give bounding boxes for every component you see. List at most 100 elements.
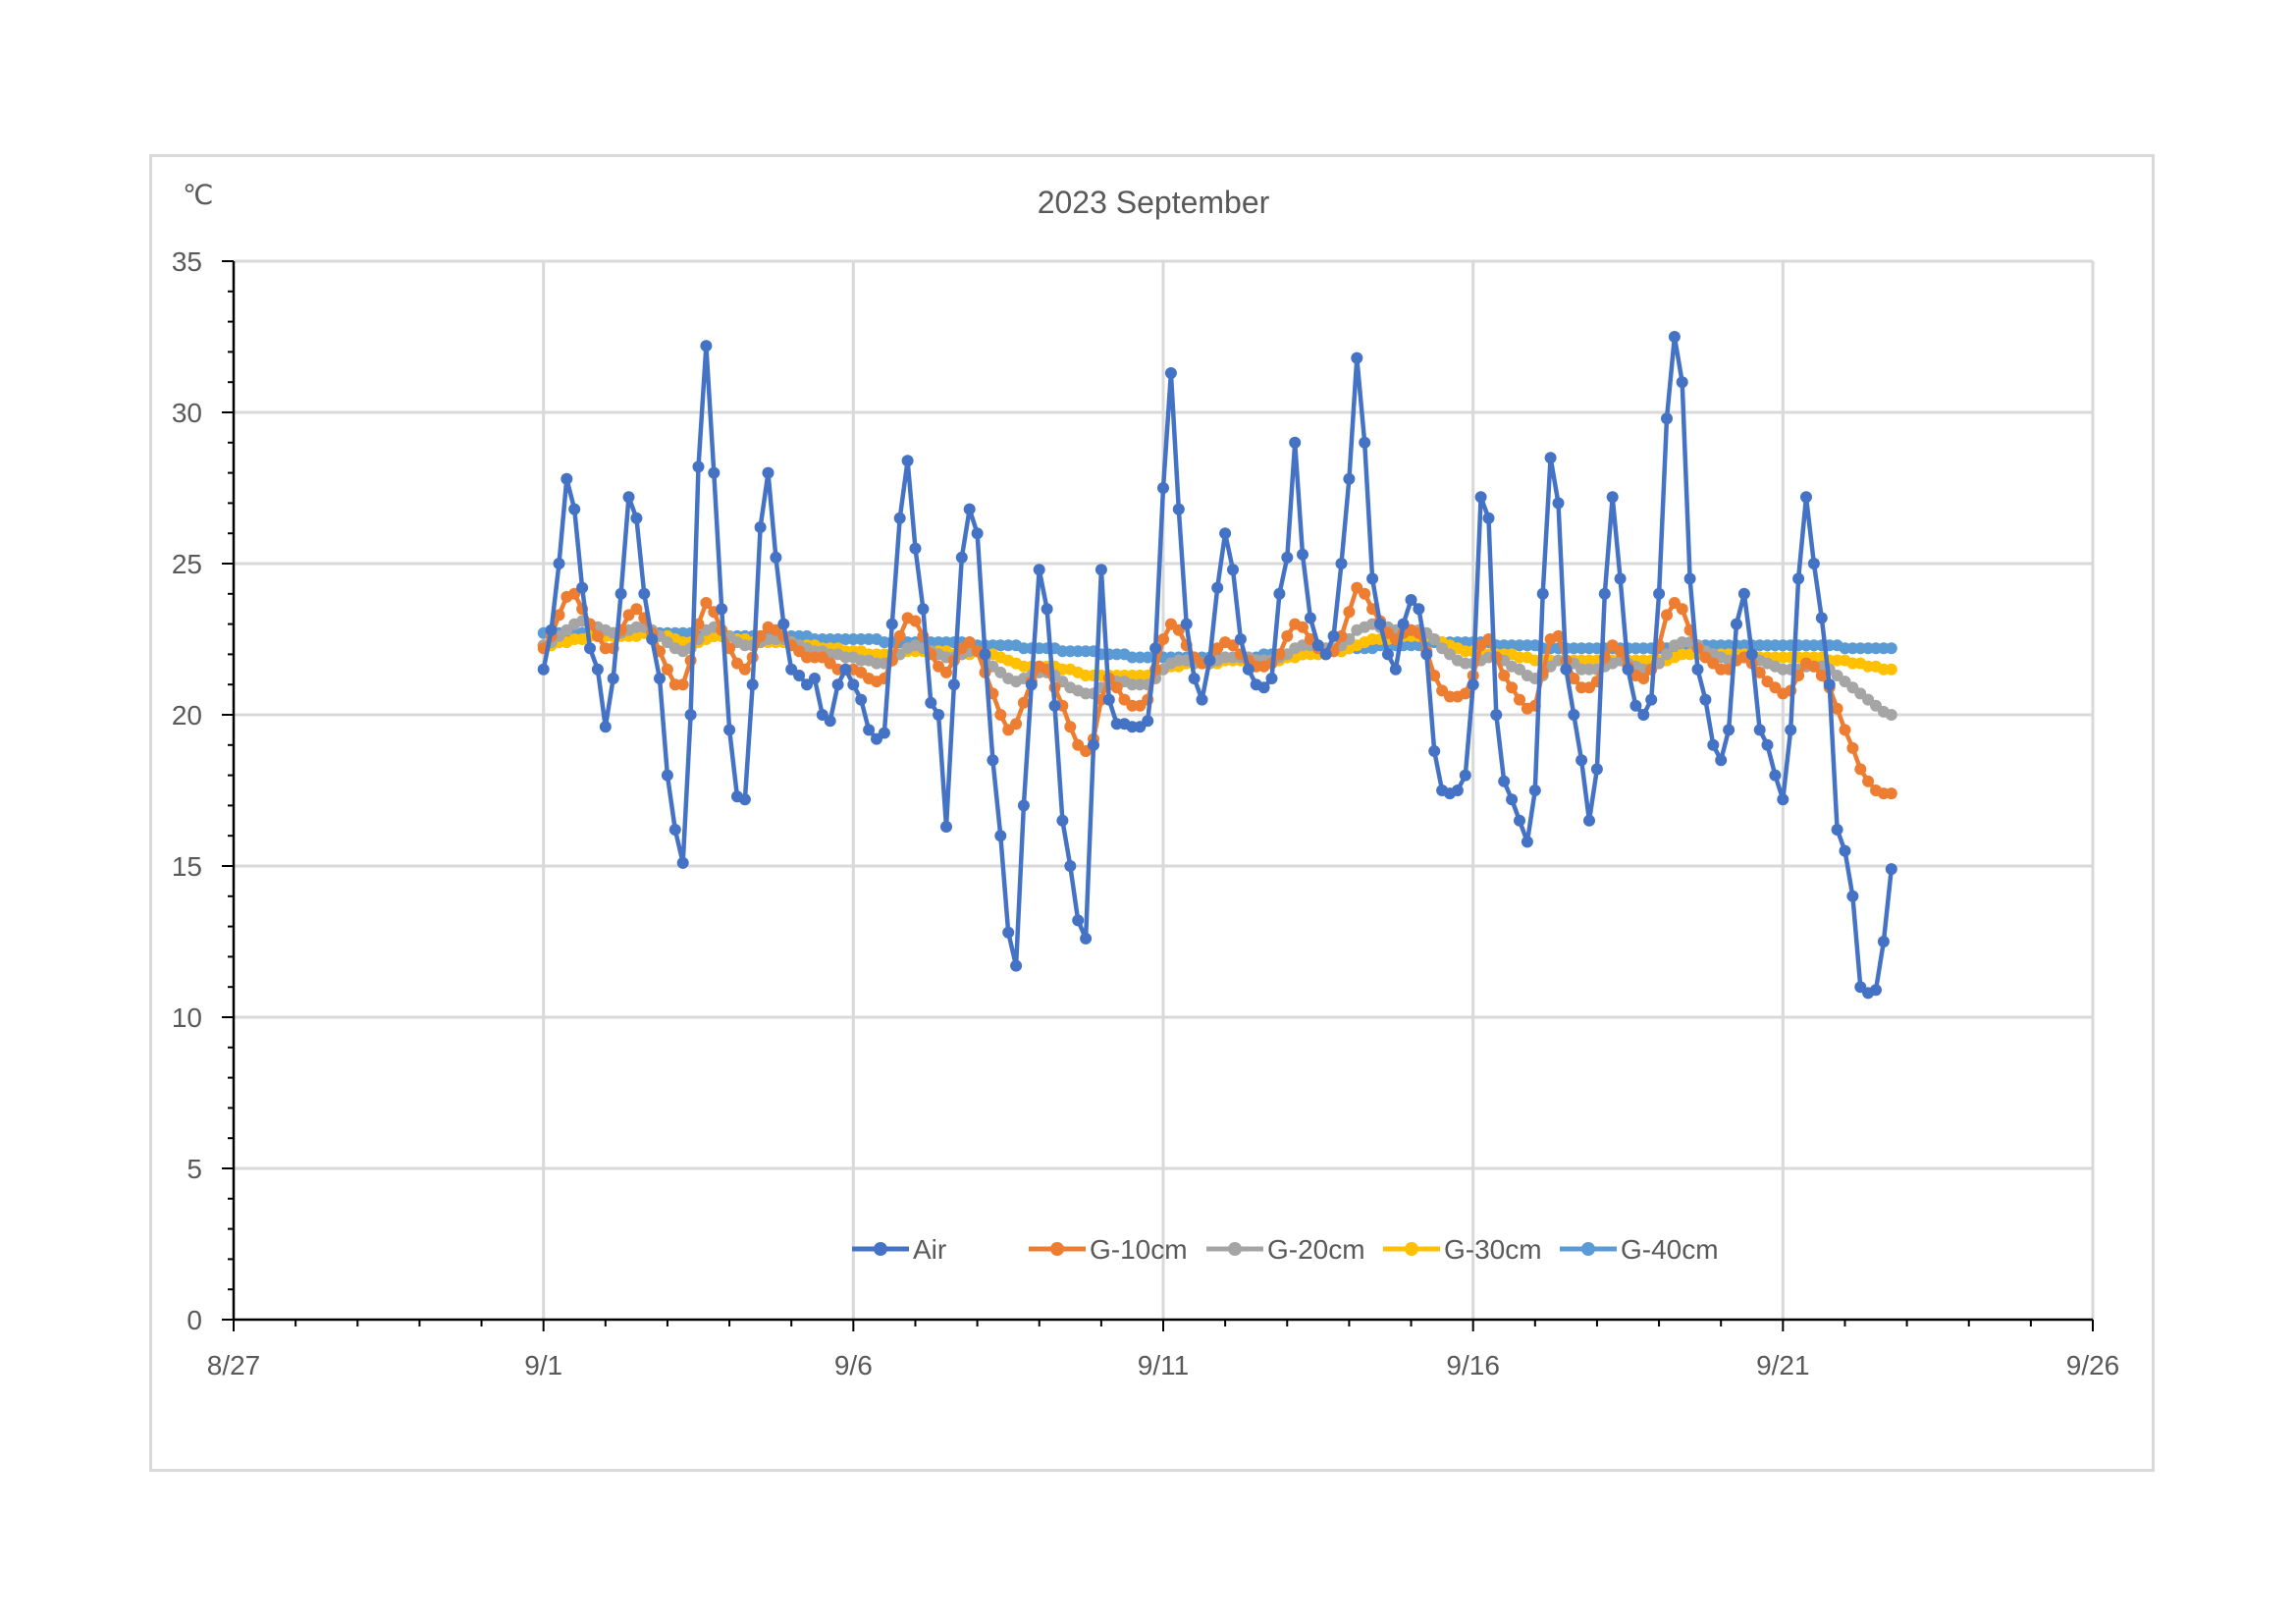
data-point [1428,745,1441,757]
y-tick-label: 5 [187,1154,202,1184]
data-point [738,663,751,676]
tick-labels: 0 5 10 15 20 25 30 35 8/27 9/1 9/6 9/11 9/16 9/21 9/26 [172,246,2119,1380]
data-point [1575,754,1588,767]
data-point [1846,890,1859,902]
data-point [1273,587,1286,600]
data-point [1311,639,1324,652]
data-point [1590,763,1603,776]
data-point [1885,863,1897,876]
y-tick-label: 35 [172,246,202,277]
data-point [1807,558,1820,569]
data-point [1568,673,1580,684]
data-point [1397,618,1410,630]
legend-label: Air [913,1234,946,1265]
data-point [553,558,565,569]
data-point [553,609,565,622]
data-point [1164,367,1177,379]
data-point [1552,629,1565,642]
data-point [1227,564,1239,576]
data-point [676,856,689,869]
y-tick-label: 25 [172,549,202,579]
data-point [661,663,673,676]
data-point [1506,681,1519,694]
data-point [1761,738,1774,751]
data-point [1420,648,1433,661]
data-point [1343,472,1356,485]
data-point [878,727,890,739]
chart-area [149,154,2155,1472]
legend-label: G-20cm [1267,1234,1365,1265]
data-point [692,460,705,473]
data-point [947,678,960,691]
data-point [1622,663,1634,676]
data-point [1010,718,1023,731]
data-point [676,678,689,691]
data-point [925,696,937,709]
data-point [994,709,1007,721]
data-point [1753,666,1766,678]
legend-marker [1405,1242,1418,1256]
legend-marker [1050,1242,1064,1256]
data-point [1598,587,1611,600]
data-point [746,678,759,691]
data-point [1389,663,1402,676]
data-point [1839,844,1851,857]
data-point [584,642,596,655]
data-point [885,618,898,630]
data-point [979,648,991,661]
data-point [1297,548,1308,561]
data-point [1351,352,1363,364]
data-point [1467,678,1479,691]
data-point [1560,663,1573,676]
data-point [963,503,976,515]
data-point [1676,603,1688,616]
data-point [1010,959,1023,972]
data-point [1335,558,1348,569]
legend-item-g-40cm: G-40cm [1560,1234,1719,1265]
data-point [1877,936,1890,947]
data-point [1552,497,1565,510]
data-point [1769,769,1782,782]
data-point [1753,724,1766,736]
data-point [762,466,774,479]
data-point [630,512,643,524]
data-point [1405,594,1417,606]
data-point [1180,618,1193,630]
gridlines [234,259,2095,1320]
data-point [1839,724,1851,736]
data-point [1691,663,1704,676]
data-point [1521,836,1533,848]
legend-label: G-40cm [1621,1234,1719,1265]
data-point [1514,693,1525,706]
data-point [893,629,906,642]
data-point [863,724,876,736]
legend-marker [874,1242,887,1256]
legend-item-g-20cm: G-20cm [1206,1234,1365,1265]
data-point [1777,793,1789,806]
data-point [576,581,589,594]
data-point [917,603,930,616]
y-tick-label: 15 [172,851,202,882]
data-point [1653,587,1666,600]
data-point [1482,512,1495,524]
data-point [987,754,999,767]
data-point [1745,648,1758,661]
data-point [1668,331,1681,343]
data-point [545,623,558,636]
data-point [1188,673,1201,684]
data-point [963,636,976,649]
data-point [591,663,604,676]
y-axis-unit-label: ℃ [183,180,213,210]
data-point [1870,984,1882,997]
data-point [668,824,681,836]
plot-area [537,331,1897,1000]
data-point [1413,603,1425,616]
data-point [1374,618,1386,630]
data-point [1683,572,1696,585]
x-tick-label: 9/11 [1138,1350,1189,1380]
data-point [1289,436,1302,449]
data-point [1041,603,1053,616]
data-point [1498,775,1511,787]
data-point [1606,491,1619,504]
